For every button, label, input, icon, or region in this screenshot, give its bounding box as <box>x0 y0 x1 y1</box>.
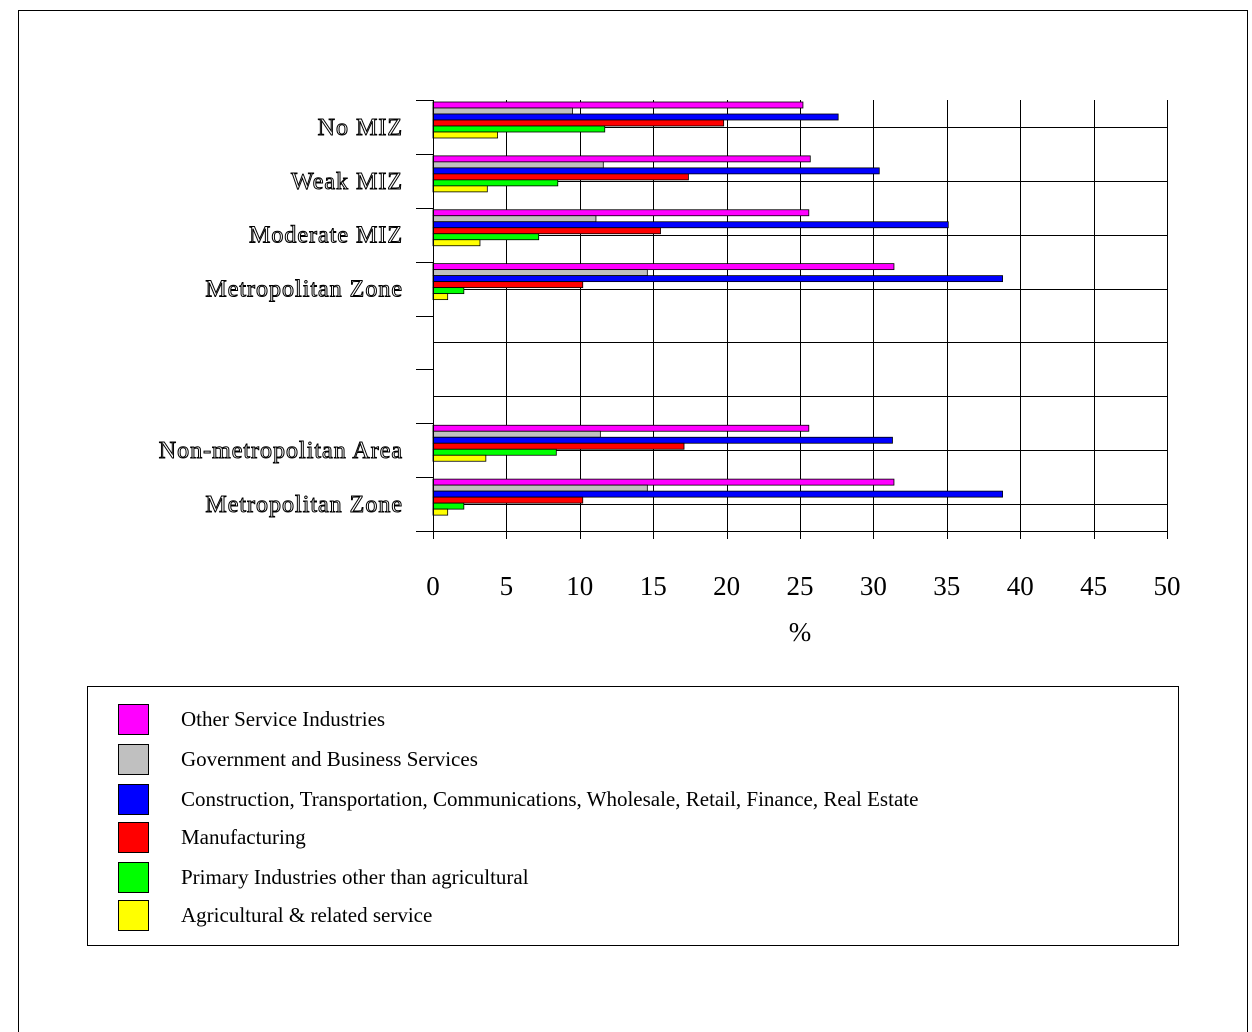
bar <box>432 502 465 510</box>
legend-item: Government and Business Services <box>118 743 478 775</box>
bar <box>432 209 810 217</box>
legend-swatch <box>118 783 149 815</box>
legend-swatch <box>118 743 149 775</box>
bar <box>432 424 810 432</box>
category-label: Non-metropolitan Area <box>159 438 403 464</box>
axes <box>416 100 1168 539</box>
legend-label: Other Service Industries <box>181 706 386 731</box>
bar <box>432 185 488 193</box>
x-tick-label: 0 <box>426 571 440 601</box>
bar <box>432 161 604 169</box>
bar <box>432 454 487 462</box>
bar <box>432 101 804 109</box>
legend-item: Construction, Transportation, Communicat… <box>118 783 918 815</box>
legend: Other Service Industries Government and B… <box>87 686 1179 946</box>
bar <box>432 448 557 456</box>
bar <box>432 442 685 450</box>
x-axis-title: % <box>789 617 812 647</box>
bar <box>432 490 1003 498</box>
legend-swatch <box>118 821 149 853</box>
bar <box>432 269 648 277</box>
bar <box>432 281 584 289</box>
bar <box>432 125 606 133</box>
bar <box>432 263 895 271</box>
category-label: Moderate MIZ <box>249 223 403 249</box>
bar <box>432 287 465 295</box>
category-label: Weak MIZ <box>291 169 403 195</box>
bar <box>432 227 661 235</box>
legend-item: Primary Industries other than agricultur… <box>118 861 529 893</box>
legend-item: Manufacturing <box>118 821 306 853</box>
x-tick-label: 50 <box>1154 571 1181 601</box>
bar <box>432 496 584 504</box>
legend-item: Other Service Industries <box>118 703 385 735</box>
bar <box>432 167 880 175</box>
legend-label: Construction, Transportation, Communicat… <box>181 786 919 811</box>
legend-label: Manufacturing <box>181 824 306 849</box>
legend-label: Primary Industries other than agricultur… <box>181 864 529 889</box>
bar <box>432 430 601 438</box>
legend-swatch <box>118 861 149 893</box>
labels: No MIZ Weak MIZ Moderate MIZ Metropolitan Z… <box>158 114 1181 647</box>
bar <box>432 113 839 121</box>
category-label: Metropolitan Zone <box>205 277 403 303</box>
bar <box>432 179 559 187</box>
x-tick-label: 15 <box>640 571 667 601</box>
bar <box>432 293 449 301</box>
bar <box>432 478 895 486</box>
bar <box>432 508 449 516</box>
x-tick-label: 45 <box>1080 571 1107 601</box>
bar <box>432 239 481 247</box>
bar <box>432 436 893 444</box>
bar <box>432 484 648 492</box>
legend-label: Agricultural & related service <box>181 902 433 927</box>
bar <box>432 107 573 115</box>
x-tick-label: 35 <box>933 571 960 601</box>
bar <box>432 155 811 163</box>
category-label: No MIZ <box>318 115 403 141</box>
x-tick-label: 10 <box>566 571 593 601</box>
legend-swatch <box>118 899 149 931</box>
bar <box>432 215 597 223</box>
bar <box>432 275 1003 283</box>
x-tick-label: 25 <box>787 571 814 601</box>
category-label: Metropolitan Zone <box>205 492 403 518</box>
legend-label: Government and Business Services <box>181 746 478 771</box>
x-tick-label: 40 <box>1007 571 1034 601</box>
bar <box>432 173 689 181</box>
x-tick-label: 30 <box>860 571 887 601</box>
bars <box>432 101 1003 516</box>
bar <box>432 221 949 229</box>
x-tick-label: 20 <box>713 571 740 601</box>
legend-swatch <box>118 703 149 735</box>
bar <box>432 131 498 139</box>
x-tick-label: 5 <box>500 571 514 601</box>
bar <box>432 233 540 241</box>
legend-item: Agricultural & related service <box>118 899 432 931</box>
bar <box>432 119 725 127</box>
